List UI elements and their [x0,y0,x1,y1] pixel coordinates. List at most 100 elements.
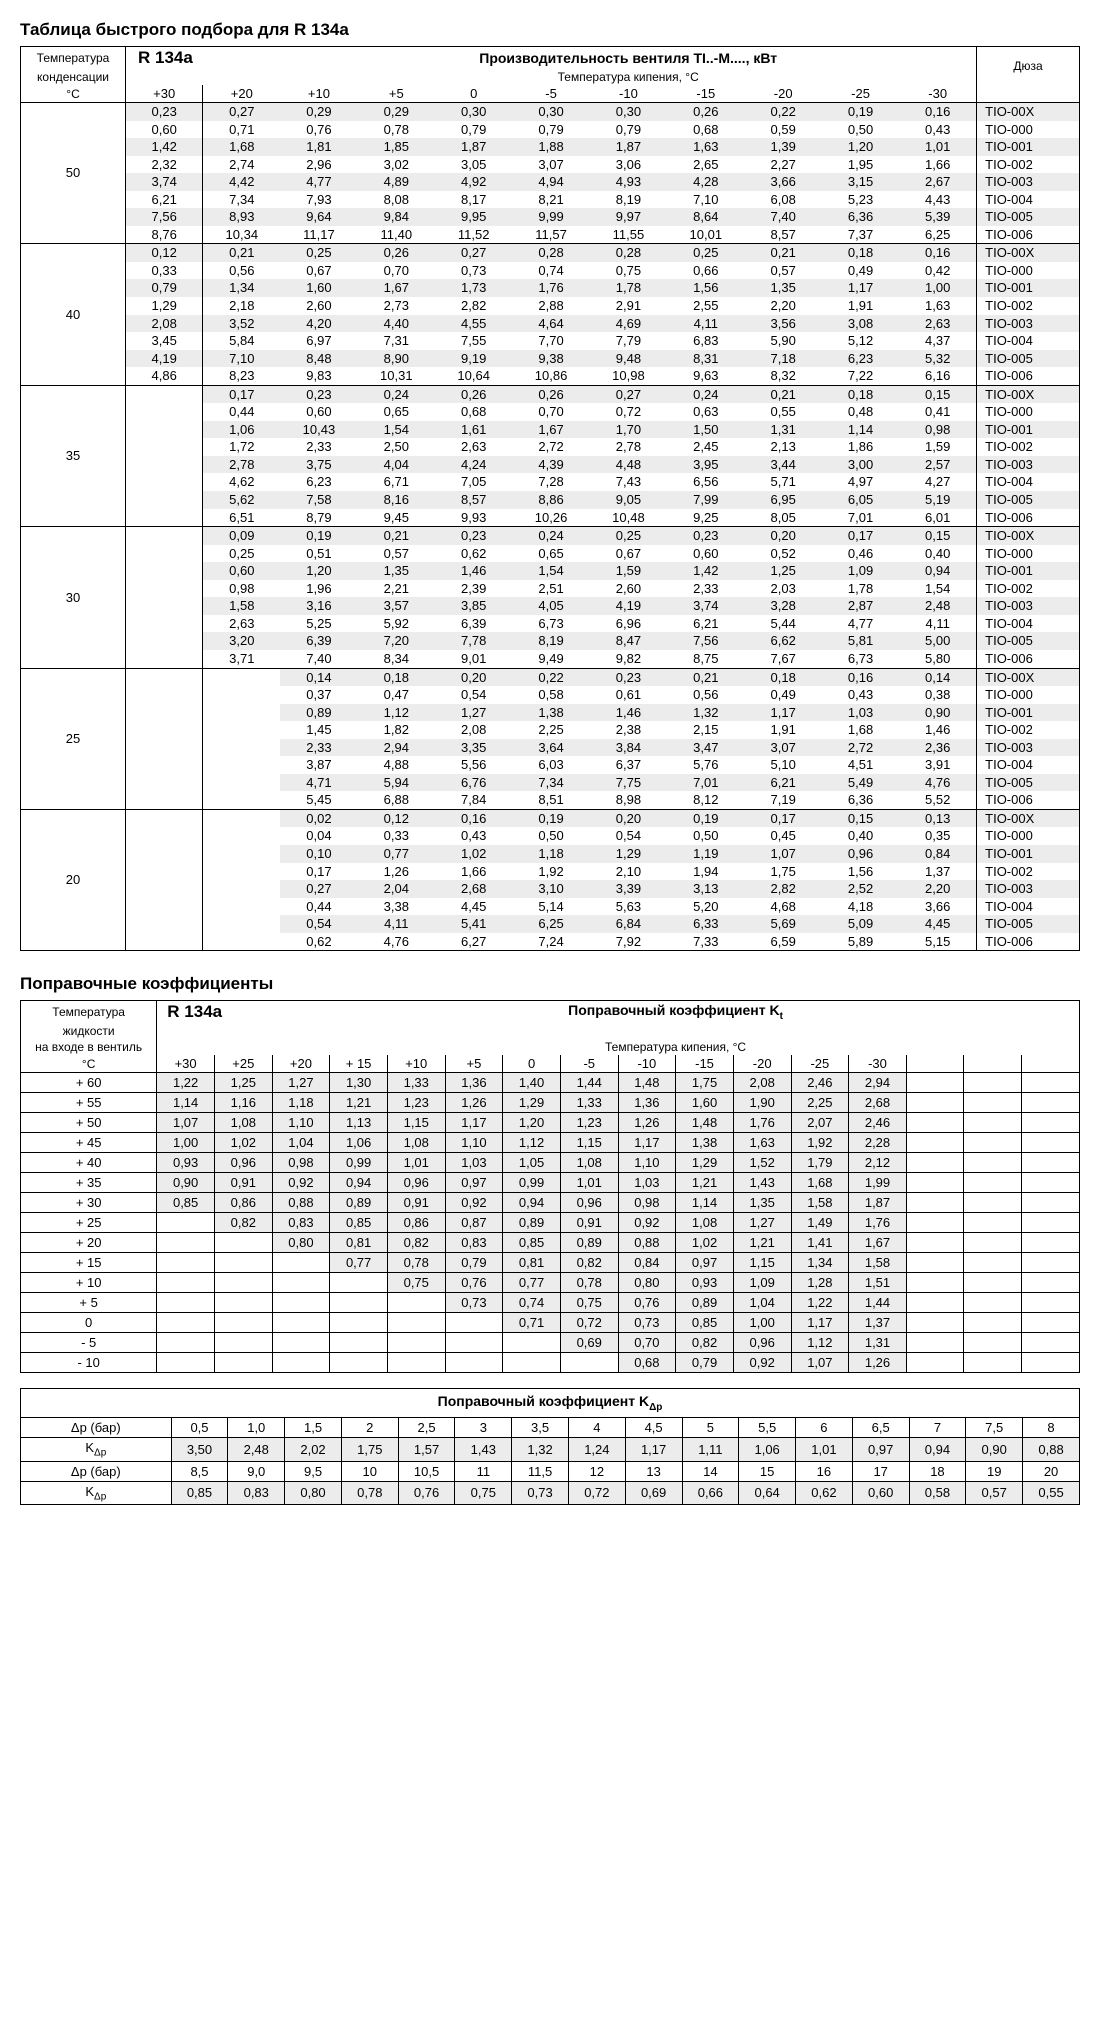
value-cell: 0,15 [822,809,899,827]
value-cell: 0,50 [512,827,589,845]
value-cell: 0,15 [899,385,976,403]
value-cell: 9,48 [590,350,667,368]
value-cell [272,1333,330,1353]
value-cell: 1,15 [560,1133,618,1153]
value-cell: 0,66 [682,1481,739,1505]
value-cell: 3,20 [203,632,280,650]
value-cell: 0,16 [899,244,976,262]
value-cell: 1,00 [733,1313,791,1333]
duza-cell: TIO-003 [977,880,1080,898]
value-cell: 6,08 [745,191,822,209]
value-cell: 1,37 [899,863,976,881]
value-cell: 4,37 [899,332,976,350]
value-cell: 0,73 [435,262,512,280]
value-cell: 0,60 [667,545,744,563]
value-cell: 1,67 [358,279,435,297]
value-cell: 3,16 [280,597,357,615]
table-row: 0,600,710,760,780,790,790,790,680,590,50… [21,121,1080,139]
value-cell: 1,17 [745,704,822,722]
value-cell: 2,78 [590,438,667,456]
table-row: 1,421,681,811,851,871,881,871,631,391,20… [21,138,1080,156]
value-cell: 1,58 [791,1193,849,1213]
value-cell: 4,5 [625,1418,682,1438]
table-row: 6,518,799,459,9310,2610,489,258,057,016,… [21,509,1080,527]
value-cell: 5,56 [435,756,512,774]
value-cell: 1,17 [822,279,899,297]
table-row: 500,230,270,290,290,300,300,300,260,220,… [21,103,1080,121]
value-cell: 1,76 [733,1113,791,1133]
value-cell: 5,92 [358,615,435,633]
value-cell: 3,08 [822,315,899,333]
value-cell: 6,39 [435,615,512,633]
value-cell: 4,77 [280,173,357,191]
temp-label: + 30 [21,1193,157,1213]
value-cell: 2,02 [285,1438,342,1462]
value-cell [126,509,203,527]
value-cell: 5,94 [358,774,435,792]
value-cell: 0,40 [899,545,976,563]
value-cell: 1,34 [791,1253,849,1273]
value-cell [126,580,203,598]
table-kdp: Поправочный коэффициент KΔp Δp (бар)0,51… [20,1388,1080,1505]
value-cell: 1,78 [822,580,899,598]
value-cell: 0,85 [330,1213,388,1233]
duza-cell: TIO-003 [977,597,1080,615]
t2-col-hdr: -20 [733,1055,791,1073]
value-cell [126,562,203,580]
table-row: 0,624,766,277,247,927,336,595,895,15TIO-… [21,933,1080,951]
t2-col-hdr: -30 [849,1055,907,1073]
value-cell: 0,85 [676,1313,734,1333]
value-cell: 5,39 [899,208,976,226]
duza-cell: TIO-000 [977,121,1080,139]
value-cell: 3,02 [358,156,435,174]
hdr-kdp: Поправочный коэффициент KΔp [21,1389,1080,1418]
value-cell: 0,64 [739,1481,796,1505]
value-cell: 0,60 [203,562,280,580]
value-cell: 6,21 [126,191,203,209]
value-cell: 0,66 [667,262,744,280]
temp-label: 20 [21,809,126,950]
value-cell: 5,52 [899,791,976,809]
value-cell: 4,19 [126,350,203,368]
value-cell: 9,38 [512,350,589,368]
table-row: + 250,820,830,850,860,870,890,910,921,08… [21,1213,1080,1233]
value-cell: 6,73 [822,650,899,668]
value-cell: 5,15 [899,933,976,951]
value-cell: 6,71 [358,473,435,491]
value-cell: 1,21 [330,1093,388,1113]
value-cell: 1,58 [203,597,280,615]
hdr-perfsub: Температура кипения, °C [280,69,976,85]
value-cell: 0,68 [618,1353,676,1373]
value-cell: 1,20 [280,562,357,580]
value-cell: 8,19 [590,191,667,209]
value-cell: 5,76 [667,756,744,774]
value-cell: 3,44 [745,456,822,474]
value-cell: 3,15 [822,173,899,191]
value-cell: 0,79 [590,121,667,139]
table-row: + 200,800,810,820,830,850,890,881,021,21… [21,1233,1080,1253]
value-cell [203,774,280,792]
value-cell: 0,77 [330,1253,388,1273]
value-cell: 7 [909,1418,966,1438]
value-cell: 9,19 [435,350,512,368]
value-cell: 0,15 [899,527,976,545]
value-cell: 0,55 [1023,1481,1080,1505]
value-cell: 2,91 [590,297,667,315]
value-cell: 0,89 [503,1213,561,1233]
value-cell: 1,78 [590,279,667,297]
duza-cell: TIO-003 [977,315,1080,333]
value-cell: 4,68 [745,898,822,916]
value-cell: 2,50 [358,438,435,456]
duza-cell: TIO-006 [977,933,1080,951]
value-cell: 5 [682,1418,739,1438]
value-cell: 8,19 [512,632,589,650]
value-cell: 0,73 [618,1313,676,1333]
value-cell: 7,31 [358,332,435,350]
value-cell: 1,59 [899,438,976,456]
value-cell: 3,38 [358,898,435,916]
value-cell: 5,10 [745,756,822,774]
value-cell: 0,16 [822,668,899,686]
value-cell [157,1253,215,1273]
value-cell: 0,57 [745,262,822,280]
value-cell [203,739,280,757]
